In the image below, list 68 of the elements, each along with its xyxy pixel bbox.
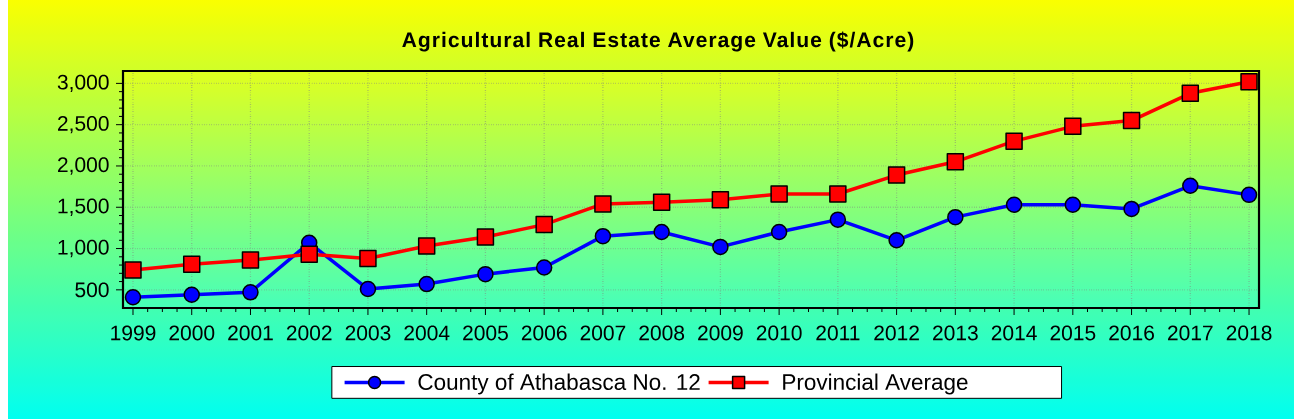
x-tick-label: 2003 (345, 325, 391, 341)
point (242, 284, 259, 301)
point (1240, 72, 1258, 91)
x-tick-label: 2000 (169, 325, 215, 341)
x-tick-label: 2015 (1050, 325, 1096, 341)
point (594, 195, 612, 213)
point (1181, 84, 1200, 103)
x-tick-label: 2009 (698, 325, 743, 341)
point (1240, 186, 1258, 204)
point (1005, 132, 1023, 150)
point (1123, 200, 1140, 218)
point (124, 261, 142, 279)
x-tick-label: 2013 (933, 325, 978, 341)
point (477, 265, 494, 283)
legend-label: Provincial Average (783, 373, 968, 395)
point (653, 223, 670, 241)
y-tick-label: 500 (75, 282, 109, 298)
x-tick-label: 2010 (756, 325, 802, 341)
point (359, 280, 377, 298)
x-tick-label: 2011 (816, 325, 860, 341)
point (359, 249, 377, 268)
x-tick-label: 2006 (521, 325, 567, 341)
y-tick-label: 3,000 (57, 74, 109, 93)
legend-label: County of Athabasca No. 12 (418, 373, 700, 395)
point (300, 245, 318, 264)
point (476, 228, 495, 246)
point (417, 237, 436, 255)
point (241, 251, 260, 269)
y-tick-label: 1,500 (58, 198, 109, 216)
x-tick-label: 2008 (639, 325, 685, 341)
x-tick-label: 2014 (991, 325, 1037, 341)
y-tick-label: 1,000 (58, 239, 109, 258)
chart-title: Agricultural Real Estate Average Value ($/Acre) (402, 31, 914, 52)
x-tick-label: 2004 (404, 325, 450, 341)
y-tick-label: 2,000 (58, 157, 109, 175)
point (182, 255, 201, 273)
x-tick-label: 2001 (228, 325, 273, 341)
point (770, 185, 788, 203)
x-tick-label: 2017 (1168, 325, 1213, 341)
point (1122, 111, 1141, 130)
point (946, 153, 965, 171)
point (418, 275, 435, 293)
point (1182, 177, 1199, 195)
x-tick-label: 2005 (463, 325, 508, 341)
point (594, 227, 612, 245)
point (535, 215, 553, 234)
x-tick-label: 2012 (874, 325, 919, 341)
x-tick-label: 2018 (1226, 325, 1272, 341)
point (183, 286, 200, 304)
point (711, 191, 730, 209)
point (1005, 196, 1023, 214)
point (770, 223, 788, 241)
point (947, 208, 964, 226)
x-tick-label: 2016 (1109, 325, 1154, 341)
y-tick-label: 2,500 (58, 116, 109, 134)
x-tick-label: 1999 (111, 325, 156, 341)
point (1064, 117, 1082, 136)
x-tick-label: 2007 (580, 325, 626, 341)
point (535, 259, 553, 276)
point (829, 185, 847, 203)
point (652, 193, 671, 212)
point (829, 211, 847, 228)
x-tick-label: 2002 (286, 325, 332, 341)
point (124, 289, 142, 306)
point (712, 238, 729, 256)
point (887, 166, 906, 184)
point (1064, 196, 1082, 214)
point (888, 232, 905, 249)
